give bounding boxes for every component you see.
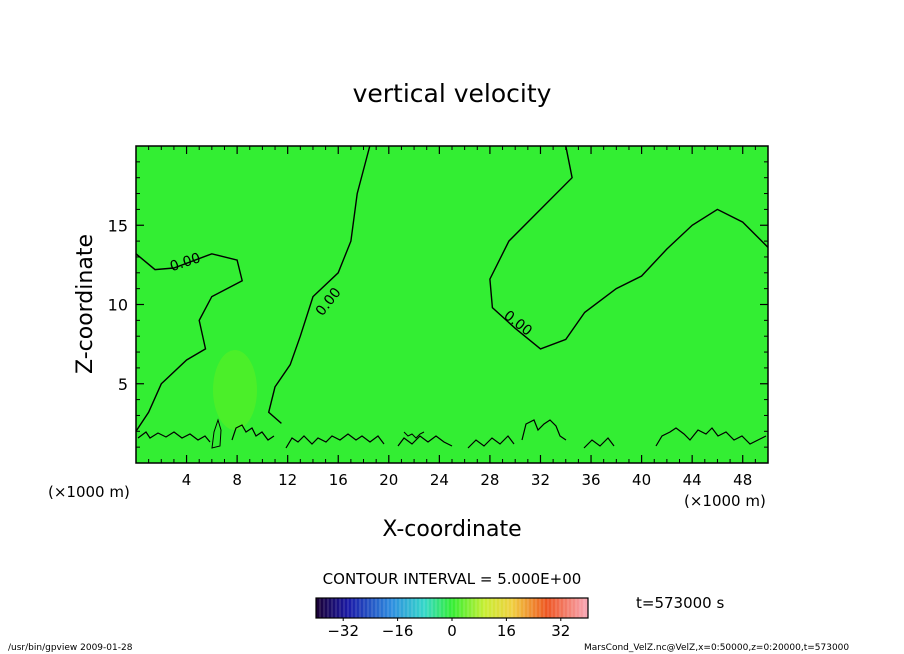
x-tick-label: 40 bbox=[632, 471, 651, 489]
contour-line-zero bbox=[267, 145, 371, 424]
x-tick-label: 36 bbox=[581, 471, 600, 489]
x-unit-left: (×1000 m) bbox=[48, 483, 130, 501]
colorbar: −32 −16 0 16 32 bbox=[315, 597, 589, 640]
contour-line-zero bbox=[135, 253, 244, 432]
x-tick-label: 8 bbox=[232, 471, 242, 489]
x-tick-label: 28 bbox=[480, 471, 499, 489]
x-tick-label: 24 bbox=[430, 471, 449, 489]
colorbar-tick-label: 16 bbox=[497, 622, 516, 640]
x-tick-label: 44 bbox=[683, 471, 702, 489]
x-tick-label: 4 bbox=[182, 471, 192, 489]
chart-title: vertical velocity bbox=[353, 79, 552, 108]
contour-line-zero bbox=[489, 145, 769, 350]
x-unit-right: (×1000 m) bbox=[684, 492, 766, 510]
colorbar-tick-label: 0 bbox=[447, 622, 457, 640]
small-closed-contour-2 bbox=[403, 431, 425, 439]
footer-right: MarsCond_VelZ.nc@VelZ,x=0:50000,z=0:2000… bbox=[584, 643, 849, 653]
y-tick-label: 15 bbox=[108, 216, 128, 235]
time-label: t=573000 s bbox=[636, 594, 724, 612]
x-ticks: 4 8 12 16 20 24 28 32 36 40 44 48 bbox=[148, 146, 756, 489]
colorbar-stripes bbox=[319, 598, 585, 618]
x-tick-label: 32 bbox=[531, 471, 550, 489]
positive-anomaly bbox=[213, 350, 257, 430]
colorbar-tick-label: −32 bbox=[327, 622, 359, 640]
small-closed-contour bbox=[211, 418, 222, 449]
contour-lines bbox=[135, 145, 769, 432]
footer-left: /usr/bin/gpview 2009-01-28 bbox=[8, 643, 133, 653]
surface-eddy-contours bbox=[137, 419, 767, 449]
colorbar-tick-label: 32 bbox=[551, 622, 570, 640]
x-tick-label: 20 bbox=[379, 471, 398, 489]
colorbar-gradient bbox=[316, 598, 588, 618]
colorbar-ticks: −32 −16 0 16 32 bbox=[327, 618, 570, 640]
x-tick-label: 12 bbox=[278, 471, 297, 489]
plot-area: 0.000.000.00 4 8 12 16 20 24 28 32 36 40 44 48 5101… bbox=[108, 145, 769, 489]
x-tick-label: 16 bbox=[329, 471, 348, 489]
contour-interval-label: CONTOUR INTERVAL = 5.000E+00 bbox=[323, 570, 582, 588]
y-ticks: 5 10 15 bbox=[108, 161, 768, 448]
x-axis-label: X-coordinate bbox=[382, 517, 521, 542]
y-tick-label: 10 bbox=[108, 296, 128, 315]
colorbar-tick-label: −16 bbox=[382, 622, 414, 640]
x-tick-label: 48 bbox=[733, 471, 752, 489]
y-tick-label: 5 bbox=[118, 375, 128, 394]
y-axis-label: Z-coordinate bbox=[73, 234, 98, 374]
